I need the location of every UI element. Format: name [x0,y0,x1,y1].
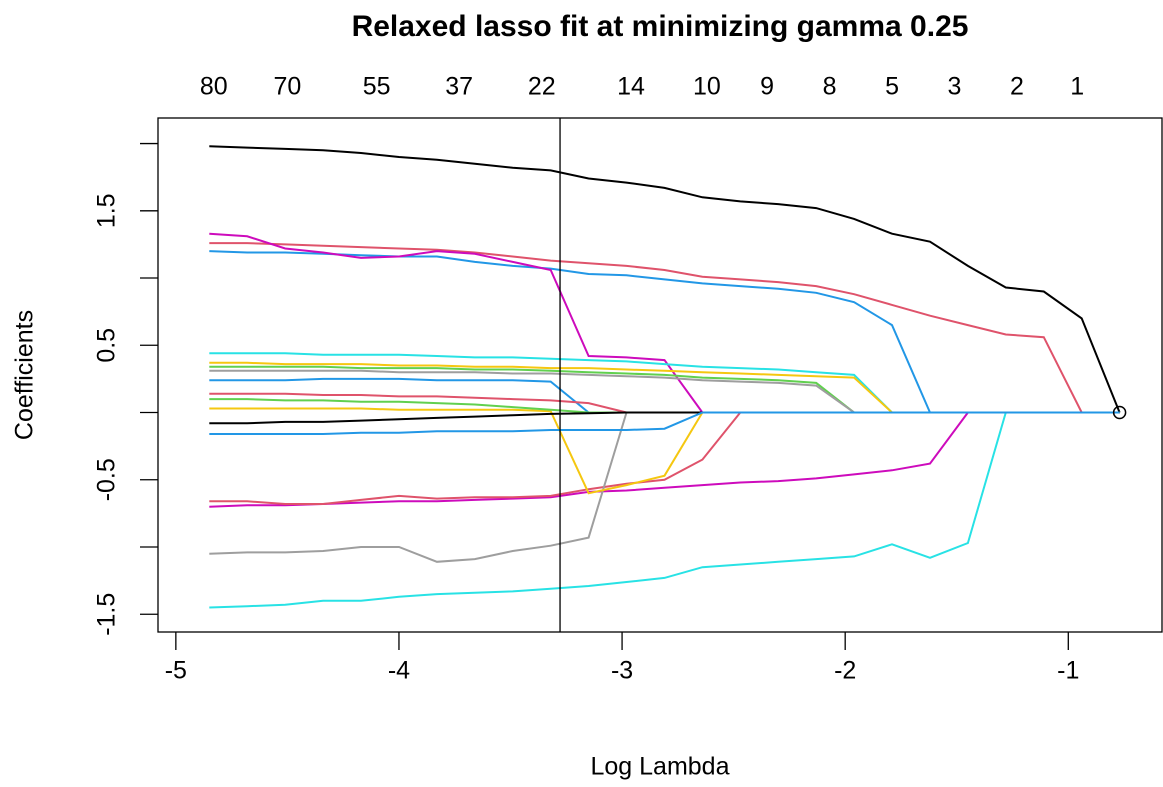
selected-point [1112,405,1127,420]
top-tick-label: 1 [1070,73,1084,101]
top-tick-label: 9 [760,73,774,101]
x-axis-label: Log Lambda [590,753,729,781]
top-tick-label: 8 [823,73,837,101]
top-tick-label: 2 [1010,73,1024,101]
top-tick-label: 3 [948,73,962,101]
x-tick-label: -2 [834,657,856,685]
top-tick-label: 55 [363,73,391,101]
top-tick-label: 70 [273,73,301,101]
series-line [209,369,1120,414]
series-line [209,411,1120,425]
top-tick-label: 37 [445,73,473,101]
top-tick-label: 22 [528,73,556,101]
chart-title: Relaxed lasso fit at minimizing gamma 0.… [352,10,969,43]
top-tick-label: 10 [693,73,721,101]
series-line [209,242,1120,414]
y-axis-label: Coefficients [11,310,39,440]
y-tick-label: 1.5 [93,193,121,228]
series-line [209,411,1120,435]
y-tick-label: 0.5 [93,328,121,363]
x-tick-label: -5 [165,657,187,685]
series-line [209,411,1120,609]
top-tick-label: 5 [885,73,899,101]
top-tick-label: 80 [200,73,228,101]
series-line [209,232,1120,414]
series-line [209,365,1120,414]
x-tick-label: -4 [388,657,410,685]
x-tick-label: -3 [611,657,633,685]
series-line [209,392,1120,414]
series-line [209,145,1121,413]
x-tick-label: -1 [1057,657,1079,685]
top-tick-label: 14 [617,73,645,101]
plot-frame [157,117,1163,633]
series-line [209,352,1120,414]
y-tick-label: -0.5 [93,458,121,501]
series-line [209,398,1120,414]
y-tick-label: -1.5 [93,593,121,636]
